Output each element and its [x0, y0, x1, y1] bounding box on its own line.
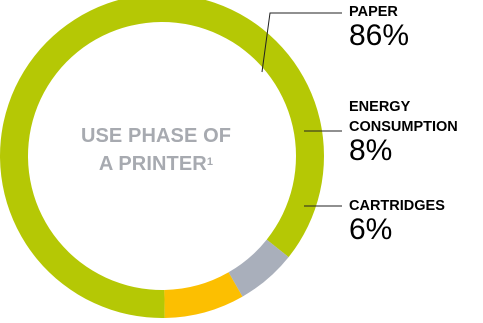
callout-cartridges: CARTRIDGES 6% [349, 196, 445, 246]
slice-percent-energy: 8% [349, 134, 393, 167]
slice-energy [164, 272, 243, 318]
center-title-line-2-text: A PRINTER [98, 153, 207, 175]
center-title-line-1: USE PHASE OF [80, 125, 232, 147]
slice-label-paper: PAPER [349, 4, 398, 20]
slice-label-cartridges: CARTRIDGES [349, 198, 445, 214]
callout-energy-consumption: ENERGY CONSUMPTION 8% [349, 97, 458, 167]
slice-percent-cartridges: 6% [349, 213, 393, 246]
center-title-line-2: A PRINTER1 [48, 150, 264, 178]
slice-cartridges [228, 239, 289, 297]
slice-label-energy-line-2: CONSUMPTION [349, 119, 458, 135]
callout-paper: PAPER 86% [349, 2, 410, 52]
center-title: USE PHASE OF A PRINTER1 [48, 122, 264, 178]
leader-line-paper [261, 12, 342, 73]
slice-percent-paper: 86% [349, 19, 410, 52]
slice-label-energy-line-1: ENERGY [349, 99, 411, 115]
footnote-marker: 1 [206, 156, 214, 168]
